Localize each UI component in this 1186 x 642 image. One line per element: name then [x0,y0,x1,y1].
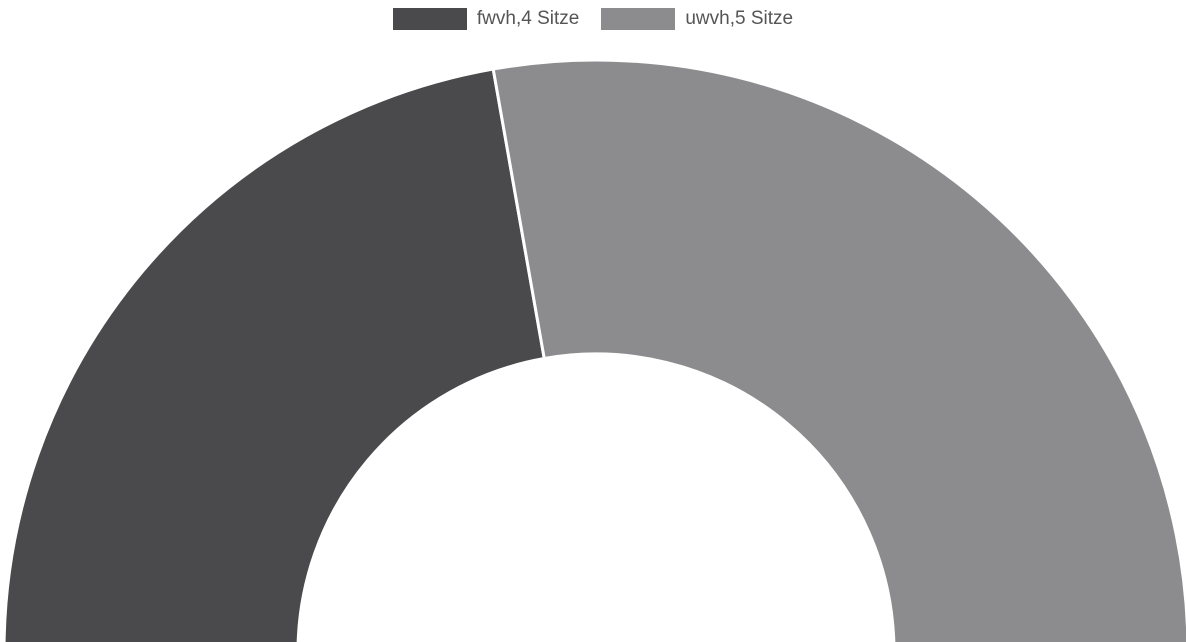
chart-legend: fwvh,4 Sitze uwvh,5 Sitze [0,8,1186,30]
slice-fwvh[interactable] [2,67,546,642]
legend-swatch-uwvh [601,8,676,30]
legend-swatch-fwvh [392,8,467,30]
legend-label-fwvh: fwvh,4 Sitze [476,8,580,29]
chart-slices [2,58,1186,642]
legend-item-uwvh[interactable]: uwvh,5 Sitze [601,8,793,30]
legend-label-uwvh: uwvh,5 Sitze [685,8,794,29]
legend-item-fwvh[interactable]: fwvh,4 Sitze [392,8,580,30]
slice-uwvh[interactable] [491,58,1186,642]
